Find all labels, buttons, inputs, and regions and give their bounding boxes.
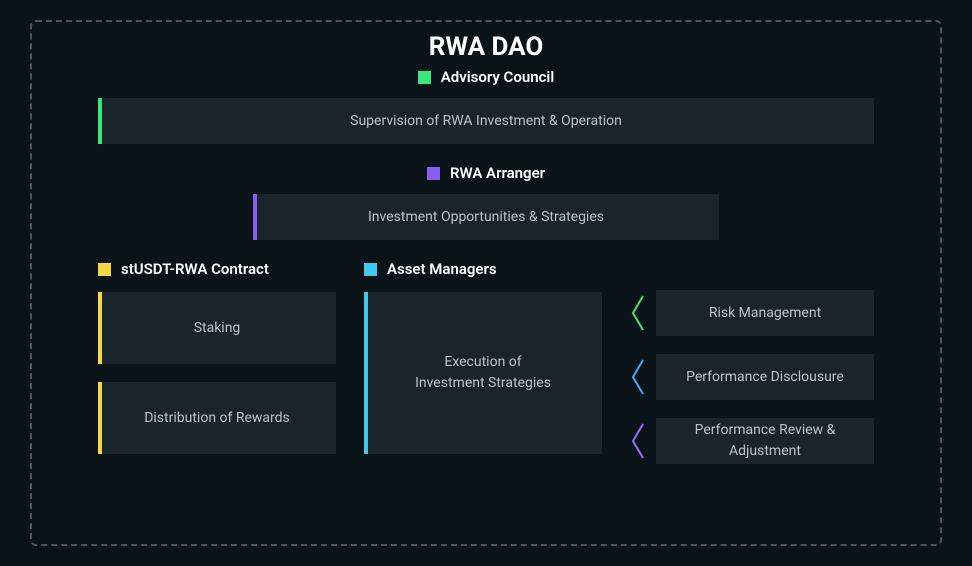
side-box-1: Performance Disclousure [656,354,874,400]
contract-header: stUSDT-RWA Contract [98,260,336,278]
advisory-row: Supervision of RWA Investment & Operatio… [98,98,874,144]
columns: stUSDT-RWA Contract Staking Distribution… [98,260,874,464]
contract-box-1-text: Distribution of Rewards [144,408,290,429]
contract-column: stUSDT-RWA Contract Staking Distribution… [98,260,336,454]
managers-swatch [364,263,377,276]
contract-swatch [98,263,111,276]
managers-box: Execution of Investment Strategies [364,292,602,454]
contract-stripe-1 [98,382,102,454]
dao-frame: RWA DAO Advisory Council Supervision of … [30,20,942,546]
chevron-left-icon [630,292,646,334]
advisory-box-text: Supervision of RWA Investment & Operatio… [350,111,622,132]
managers-box-text: Execution of Investment Strategies [415,352,551,394]
arranger-box-text: Investment Opportunities & Strategies [368,207,604,228]
chevron-left-icon [630,420,646,462]
arranger-header: RWA Arranger [64,164,908,182]
contract-stripe-0 [98,292,102,364]
arranger-box: Investment Opportunities & Strategies [253,194,719,240]
side-box-2: Performance Review & Adjustment [656,418,874,464]
managers-label: Asset Managers [387,260,497,278]
arranger-swatch [427,167,440,180]
managers-stripe [364,292,368,454]
arranger-row: Investment Opportunities & Strategies [253,194,719,240]
contract-box-0: Staking [98,292,336,364]
side-box-0: Risk Management [656,290,874,336]
side-row-0: Risk Management [630,290,874,336]
main-title: RWA DAO [64,32,908,62]
managers-column: Asset Managers Execution of Investment S… [364,260,602,454]
side-box-2-text: Performance Review & Adjustment [668,420,862,462]
side-column: Risk Management Performance Disclousure … [630,260,874,464]
arranger-label: RWA Arranger [450,164,545,182]
advisory-label: Advisory Council [441,68,554,86]
side-row-2: Performance Review & Adjustment [630,418,874,464]
arranger-stripe [253,194,257,240]
contract-box-0-text: Staking [194,318,241,339]
side-box-1-text: Performance Disclousure [686,367,844,388]
contract-label: stUSDT-RWA Contract [121,260,269,278]
managers-header: Asset Managers [364,260,602,278]
advisory-box: Supervision of RWA Investment & Operatio… [98,98,874,144]
advisory-stripe [98,98,102,144]
advisory-swatch [418,71,431,84]
side-row-1: Performance Disclousure [630,354,874,400]
side-box-0-text: Risk Management [709,303,821,324]
chevron-left-icon [630,356,646,398]
advisory-header: Advisory Council [64,68,908,86]
contract-box-1: Distribution of Rewards [98,382,336,454]
